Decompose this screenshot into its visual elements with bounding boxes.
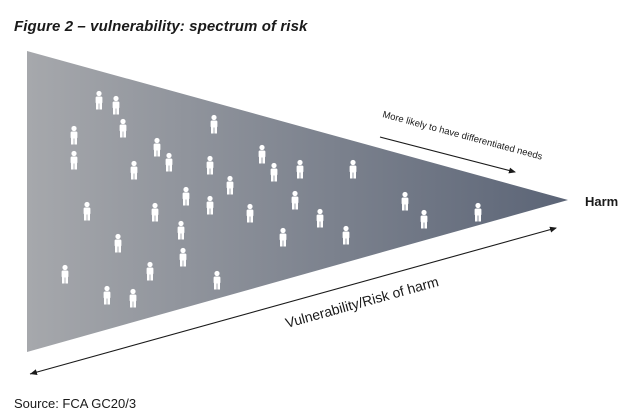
person-icon [270, 162, 278, 182]
person-icon [70, 125, 78, 145]
person-icon [95, 90, 103, 110]
harm-label: Harm [585, 194, 618, 209]
person-icon [291, 190, 299, 210]
person-icon [182, 186, 190, 206]
person-icon [474, 202, 482, 222]
figure-source: Source: FCA GC20/3 [14, 396, 137, 411]
differentiated-needs-arrow [379, 136, 516, 174]
person-icon [401, 191, 409, 211]
person-icon [349, 159, 357, 179]
person-icon [112, 95, 120, 115]
person-icon [151, 202, 159, 222]
person-icon [83, 201, 91, 221]
person-icon [153, 137, 161, 157]
person-icon [206, 195, 214, 215]
person-icon [246, 203, 254, 223]
person-icon [130, 160, 138, 180]
differentiated-needs-label: More likely to have differentiated needs [381, 109, 544, 162]
person-icon [70, 150, 78, 170]
person-icon [420, 209, 428, 229]
vulnerability-arrow [29, 226, 557, 376]
person-icon [165, 152, 173, 172]
person-icon [206, 155, 214, 175]
person-icon [226, 175, 234, 195]
person-icon [119, 118, 127, 138]
person-icon [258, 144, 266, 164]
person-icon [210, 114, 218, 134]
person-icon [296, 159, 304, 179]
person-icon [316, 208, 324, 228]
figure-title: Figure 2 – vulnerability: spectrum of ri… [14, 18, 308, 35]
